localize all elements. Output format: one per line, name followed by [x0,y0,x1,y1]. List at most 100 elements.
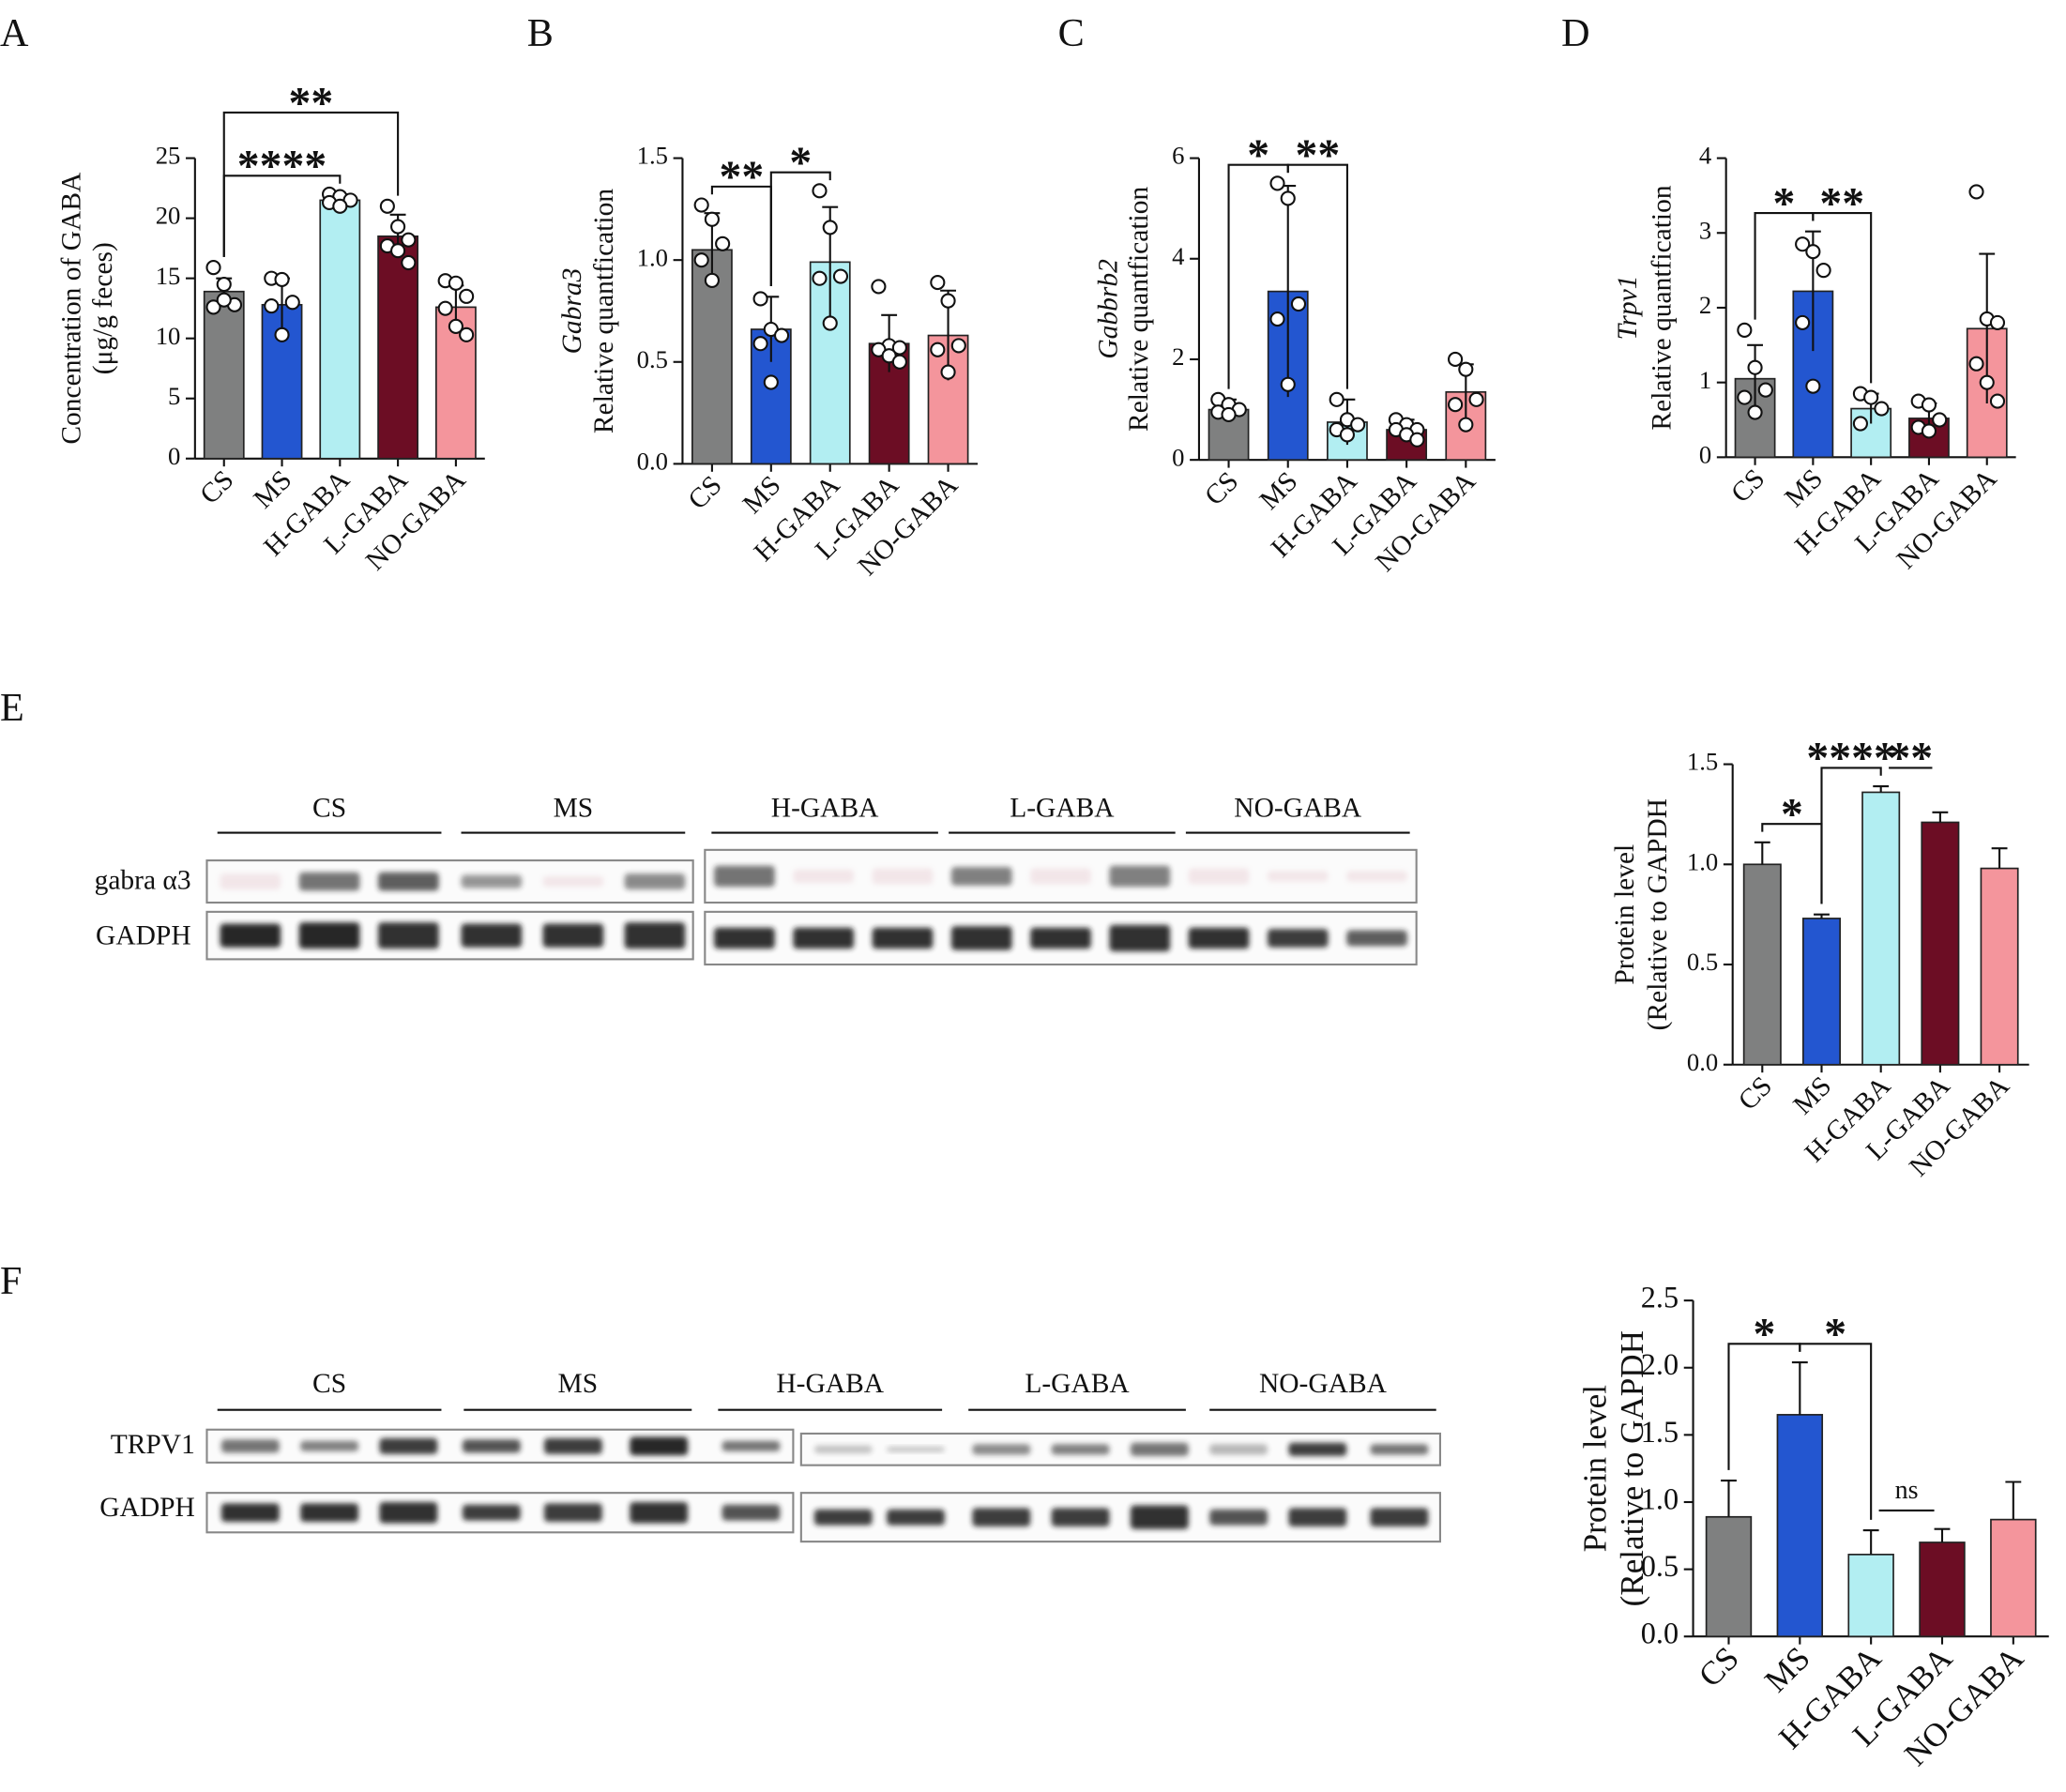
data-point [1921,397,1937,413]
data-point [891,354,907,370]
blot-band [1209,1509,1268,1526]
blot-band [300,1440,358,1451]
panel-label: A [0,11,29,55]
y-tick-label: 1 [1699,366,1711,394]
data-point [1290,296,1307,312]
data-point [773,327,790,343]
y-tick-label: 2 [1699,291,1711,319]
blot-frame [205,910,694,961]
significance-label: ** [1819,178,1864,228]
data-point [812,183,828,199]
blot-group-label: CS [312,793,346,823]
significance-bracket [1286,163,1348,389]
data-point [1757,382,1773,398]
data-point [871,279,887,295]
y-tick-label: 4 [1699,142,1711,170]
blot-band [950,926,1012,950]
x-tick-label: CS [1725,463,1770,509]
y-tick-label: 6 [1172,142,1184,170]
data-point [1805,244,1821,260]
data-point [1409,432,1425,448]
data-point [693,197,709,213]
blot-band [1051,1444,1110,1455]
bar [1921,821,1960,1066]
panel-label: C [1058,11,1085,55]
blot-band [887,1509,945,1526]
y-axis-label: (μg/g feces) [88,242,118,374]
blot-band [1188,927,1250,949]
blot-band [298,872,360,891]
y-axis-label: Concentration of GABA [56,172,86,445]
blot-row-label: GADPH [99,1493,195,1523]
significance-label: **** [237,142,327,191]
data-point [1458,417,1474,433]
significance-label: ** [1295,130,1340,180]
blot-band [1267,929,1329,948]
blot-band [722,1440,781,1451]
blot-band [542,923,604,948]
blot-band [1109,924,1171,951]
data-point [752,291,768,307]
blot-band [1209,1444,1268,1455]
blot-row-label: TRPV1 [111,1430,195,1460]
blot-band [793,927,855,949]
data-point [1795,236,1811,252]
y-axis-label: Gabra3 [557,268,587,355]
data-point [1852,416,1868,432]
data-point [715,235,731,251]
y-tick-label: 1.0 [637,243,668,271]
data-point [332,198,348,214]
y-tick-label: 1.0 [1641,1481,1679,1515]
blot-band [220,1439,280,1453]
blot-band [542,875,604,888]
data-point [1989,314,2006,330]
y-tick-label: 1.5 [637,142,668,170]
blot-band [972,1508,1031,1526]
x-tick-label: MS [249,465,298,515]
data-point [1280,190,1296,206]
significance-label: * [1753,1310,1775,1359]
y-tick-label: 15 [156,262,181,290]
blot-band [1288,1508,1347,1526]
data-point [1329,391,1344,407]
blot-band [300,1503,358,1523]
blot-band [1030,927,1091,949]
data-point [1932,412,1948,428]
bar [1861,791,1901,1066]
data-point [284,295,300,311]
data-point [448,318,463,334]
bar [203,290,245,460]
blot-group-label: CS [312,1369,346,1399]
data-point [1280,376,1296,392]
bar [1776,1414,1824,1638]
x-tick-label: CS [683,470,728,515]
significance-label: * [1824,1310,1846,1359]
blot-band [972,1444,1031,1455]
y-axis-label: (Relative to GAPDH [1614,1330,1650,1606]
y-tick-label: 0 [168,442,180,470]
y-axis-label: Protein level [1610,844,1640,985]
blot-band [1051,1508,1110,1526]
y-tick-label: 0 [1699,440,1711,468]
y-tick-label: 0.0 [637,448,668,476]
blot-band [624,922,686,949]
blot-band [813,1509,873,1526]
data-point [390,243,406,259]
blot-band [1370,1444,1429,1455]
data-point [459,288,475,304]
blot-group-label: MS [554,793,594,823]
data-point [390,219,406,235]
blot-row-label: GADPH [96,921,191,951]
data-point [1458,361,1474,377]
panel-label: B [527,11,554,55]
significance-label: * [789,138,812,188]
bar [1742,863,1782,1066]
blot-band [1030,868,1091,885]
panel-label: F [0,1259,22,1303]
data-point [437,300,453,316]
blot-band [630,1501,689,1524]
data-point [763,374,779,390]
significance-bracket [222,111,400,257]
data-point [1269,311,1285,327]
data-point [1737,389,1753,405]
